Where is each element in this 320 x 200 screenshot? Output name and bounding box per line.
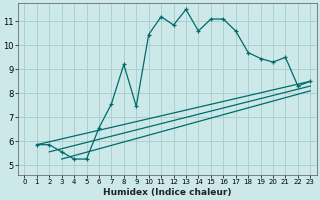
X-axis label: Humidex (Indice chaleur): Humidex (Indice chaleur): [103, 188, 232, 197]
